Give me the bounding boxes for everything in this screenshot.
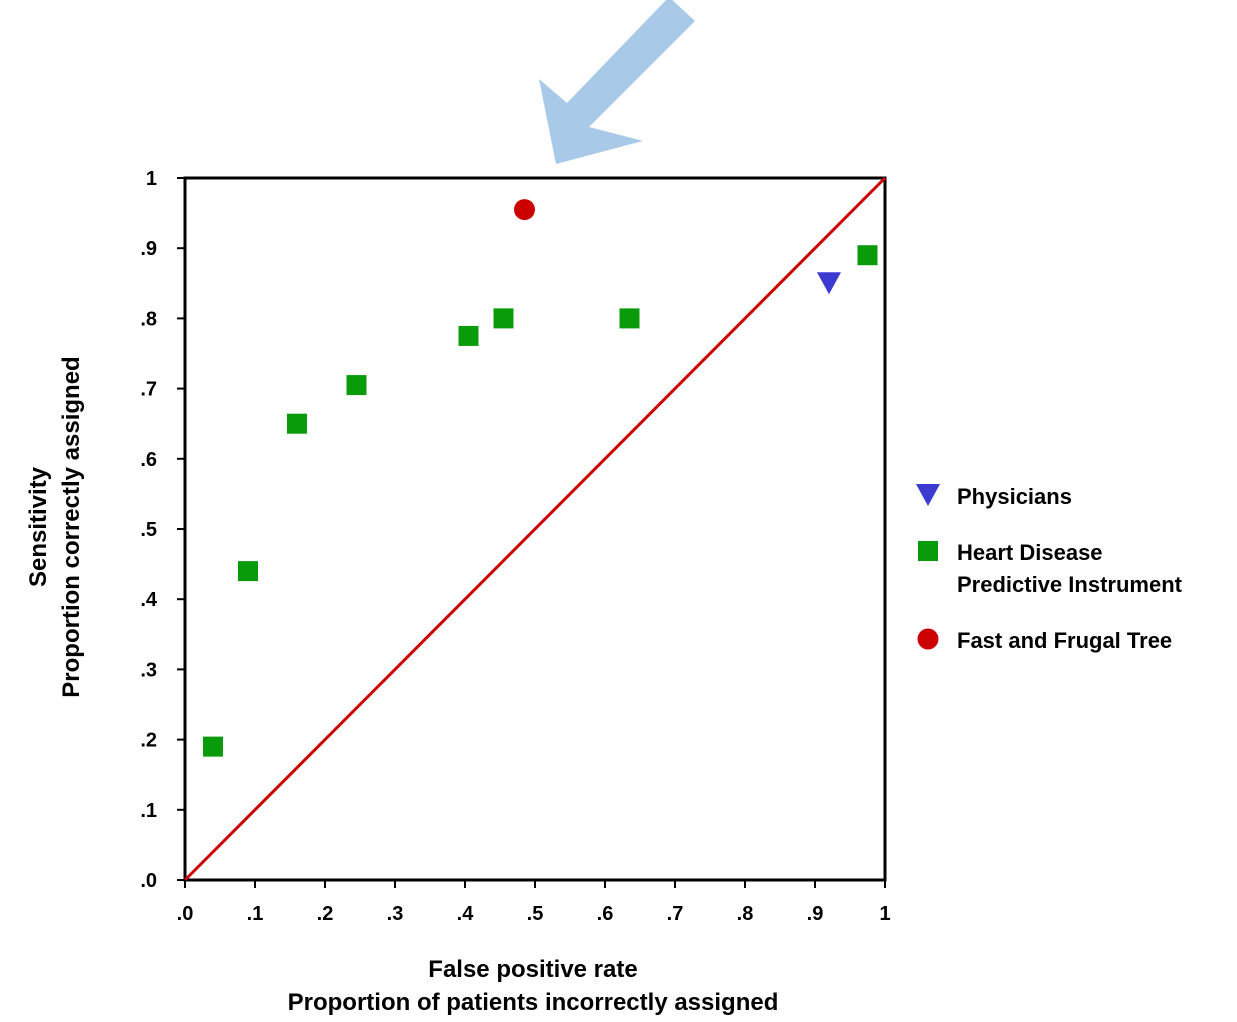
y-tick-label: .7: [140, 379, 157, 401]
x-tick-label: .5: [527, 903, 544, 925]
y-tick-label: 1: [146, 168, 157, 190]
plot-area: [183, 176, 887, 882]
x-tick-label: .0: [177, 903, 194, 925]
y-tick-label: .5: [140, 519, 157, 541]
legend-label: Predictive Instrument: [957, 572, 1183, 597]
x-tick-label: .8: [737, 903, 754, 925]
heart-disease-instrument-point: [493, 308, 514, 329]
y-tick-label: .4: [140, 589, 158, 611]
axes: .0 .1 .2 .3 .4 .5 .6 .7 .8 .9 1 .0 .1 .2 .3 .4 .5 .6 .7 .8.…: [25, 168, 891, 1016]
x-tick-label: 1: [879, 903, 890, 925]
y-tick-label: .9: [140, 238, 157, 260]
legend-item-physicians: Physicians: [916, 484, 1072, 509]
x-tick-label: .4: [457, 903, 475, 925]
heart-disease-instrument-point: [287, 413, 307, 434]
legend: Physicians Heart Disease Predictive Instru…: [916, 484, 1183, 653]
heart-disease-instrument-point: [346, 375, 367, 396]
heart-disease-instrument-point: [857, 245, 878, 266]
x-tick-label: .6: [597, 903, 614, 925]
x-tick-label: .9: [807, 903, 824, 925]
pointer-arrow: [539, 0, 695, 164]
y-tick-label: .8: [140, 308, 157, 330]
legend-marker: [916, 484, 940, 506]
legend-marker: [918, 541, 938, 561]
heart-disease-instrument-point: [203, 736, 223, 757]
x-tick-label: .3: [387, 903, 404, 925]
x-axis-subtitle: Proportion of patients incorrectly assig…: [288, 989, 779, 1016]
y-tick-label: .6: [140, 449, 157, 471]
x-tick-label: .1: [247, 903, 264, 925]
legend-label: Fast and Frugal Tree: [957, 628, 1172, 653]
y-tick-label: .3: [140, 659, 157, 681]
heart-disease-instrument-point: [238, 561, 258, 582]
y-tick-label: .0: [140, 870, 157, 892]
reference-diagonal-line: [183, 176, 887, 882]
physicians-point: [817, 272, 841, 295]
y-tick-label: .1: [140, 800, 157, 822]
legend-label: Physicians: [957, 484, 1072, 509]
y-tick-label: .2: [140, 730, 157, 752]
heart-disease-instrument-point: [619, 308, 640, 329]
legend-item-fast-frugal-tree: Fast and Frugal Tree: [917, 628, 1172, 653]
x-axis-title: False positive rate: [428, 956, 637, 983]
y-axis-title: Sensitivity: [25, 466, 52, 587]
legend-item-heart-disease-instrument: Heart Disease Predictive Instrument: [918, 540, 1183, 597]
x-tick-label: .2: [317, 903, 334, 925]
y-axis-subtitle: Proportion correctly assigned: [58, 356, 85, 697]
x-tick-label: .7: [667, 903, 684, 925]
annotation-layer: [539, 0, 695, 164]
fast-frugal-tree-point: [514, 199, 535, 221]
heart-disease-instrument-point: [458, 325, 479, 346]
legend-marker: [917, 628, 939, 650]
legend-label: Heart Disease: [957, 540, 1103, 565]
